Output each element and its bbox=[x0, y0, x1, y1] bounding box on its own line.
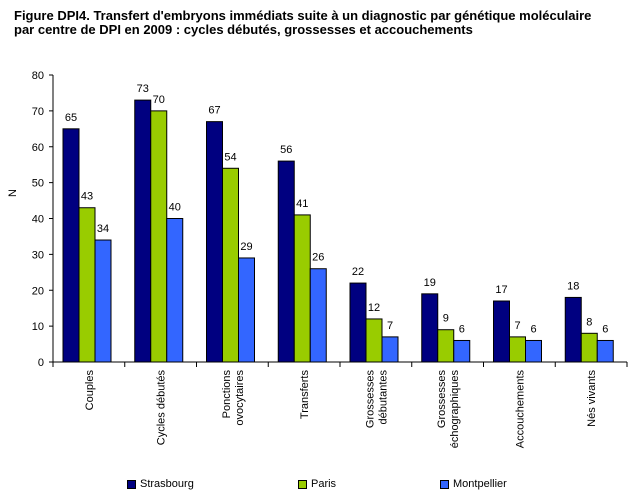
bar-strasbourg bbox=[277, 160, 295, 363]
chart-title: Figure DPI4. Transfert d'embryons immédi… bbox=[14, 9, 624, 37]
data-label: 8 bbox=[586, 316, 592, 328]
data-label: 7 bbox=[514, 320, 520, 332]
bar-strasbourg bbox=[134, 99, 152, 363]
data-label: 41 bbox=[296, 198, 308, 210]
x-category-label: Couples bbox=[84, 370, 96, 411]
x-category-label: Grossesses bbox=[364, 370, 376, 429]
y-tick-label: 80 bbox=[32, 70, 44, 82]
legend-swatch-paris bbox=[298, 479, 307, 489]
bar-montpellier bbox=[525, 339, 542, 363]
bar-paris bbox=[365, 318, 383, 363]
bar-strasbourg bbox=[493, 300, 510, 363]
bar-montpellier bbox=[381, 336, 399, 363]
x-category-label: débutantes bbox=[377, 370, 389, 425]
data-label: 40 bbox=[169, 202, 181, 214]
data-label: 18 bbox=[567, 280, 579, 292]
data-label: 9 bbox=[443, 313, 449, 325]
x-category-label: Cycles débutés bbox=[156, 370, 168, 446]
data-label: 34 bbox=[97, 223, 109, 235]
data-label: 17 bbox=[495, 284, 507, 296]
x-category-label: Accouchements bbox=[514, 370, 526, 449]
chart-title-line-1: Figure DPI4. Transfert d'embryons immédi… bbox=[14, 8, 592, 23]
data-label: 56 bbox=[280, 144, 292, 156]
bar-montpellier bbox=[309, 268, 327, 363]
x-category-label: échographiques bbox=[449, 370, 461, 449]
bar-paris bbox=[580, 332, 598, 363]
chart-title-line-2: par centre de DPI en 2009 : cycles début… bbox=[14, 22, 473, 37]
bar-strasbourg bbox=[206, 121, 223, 363]
bar-paris bbox=[293, 214, 311, 363]
bar-montpellier bbox=[166, 218, 184, 363]
bar-paris bbox=[150, 110, 168, 363]
data-label: 54 bbox=[224, 151, 236, 163]
y-axis-label: N bbox=[7, 189, 19, 197]
data-label: 29 bbox=[240, 241, 252, 253]
x-category-label: Ponctions bbox=[221, 370, 233, 419]
x-category-label: Nés vivants bbox=[586, 370, 598, 427]
data-label: 67 bbox=[208, 105, 220, 117]
y-tick-label: 20 bbox=[32, 285, 44, 297]
bar-strasbourg bbox=[349, 282, 367, 363]
bar-montpellier bbox=[453, 339, 471, 363]
y-tick-label: 0 bbox=[38, 357, 44, 369]
bar-paris bbox=[222, 167, 239, 363]
legend-swatch-strasbourg bbox=[127, 479, 136, 489]
y-tick-label: 70 bbox=[32, 106, 44, 118]
bar-strasbourg bbox=[421, 293, 439, 363]
data-label: 6 bbox=[459, 323, 465, 335]
y-tick-label: 30 bbox=[32, 249, 44, 261]
data-label: 70 bbox=[153, 94, 165, 106]
bar-paris bbox=[509, 336, 526, 363]
legend-swatch-montpellier bbox=[440, 479, 449, 489]
data-label: 7 bbox=[387, 320, 393, 332]
bar-montpellier bbox=[94, 239, 112, 363]
legend-item-montpellier: Montpellier bbox=[440, 478, 507, 490]
legend-label-montpellier: Montpellier bbox=[453, 478, 507, 490]
data-label: 43 bbox=[81, 191, 93, 203]
legend-label-paris: Paris bbox=[311, 478, 337, 490]
legend-label-strasbourg: Strasbourg bbox=[140, 478, 194, 490]
y-tick-label: 50 bbox=[32, 178, 44, 190]
x-category-label: ovocytaires bbox=[234, 370, 246, 426]
y-tick-label: 60 bbox=[32, 142, 44, 154]
data-label: 73 bbox=[137, 83, 149, 95]
data-label: 22 bbox=[352, 266, 364, 278]
bar-strasbourg bbox=[564, 296, 582, 363]
y-tick-label: 40 bbox=[32, 214, 44, 226]
x-category-label: Transferts bbox=[299, 370, 311, 420]
data-label: 6 bbox=[530, 323, 536, 335]
bar-montpellier bbox=[596, 339, 614, 363]
bar-montpellier bbox=[238, 257, 255, 363]
data-label: 26 bbox=[312, 252, 324, 264]
bar-paris bbox=[437, 329, 455, 363]
data-label: 65 bbox=[65, 112, 77, 124]
y-tick-label: 10 bbox=[32, 321, 44, 333]
legend-item-paris: Paris bbox=[298, 478, 336, 490]
data-label: 6 bbox=[602, 323, 608, 335]
legend-item-strasbourg: Strasbourg bbox=[127, 478, 194, 490]
data-label: 12 bbox=[368, 302, 380, 314]
bar-paris bbox=[78, 207, 96, 363]
data-label: 19 bbox=[424, 277, 436, 289]
bar-strasbourg bbox=[62, 128, 80, 363]
x-category-label: Grossesses bbox=[436, 370, 448, 429]
